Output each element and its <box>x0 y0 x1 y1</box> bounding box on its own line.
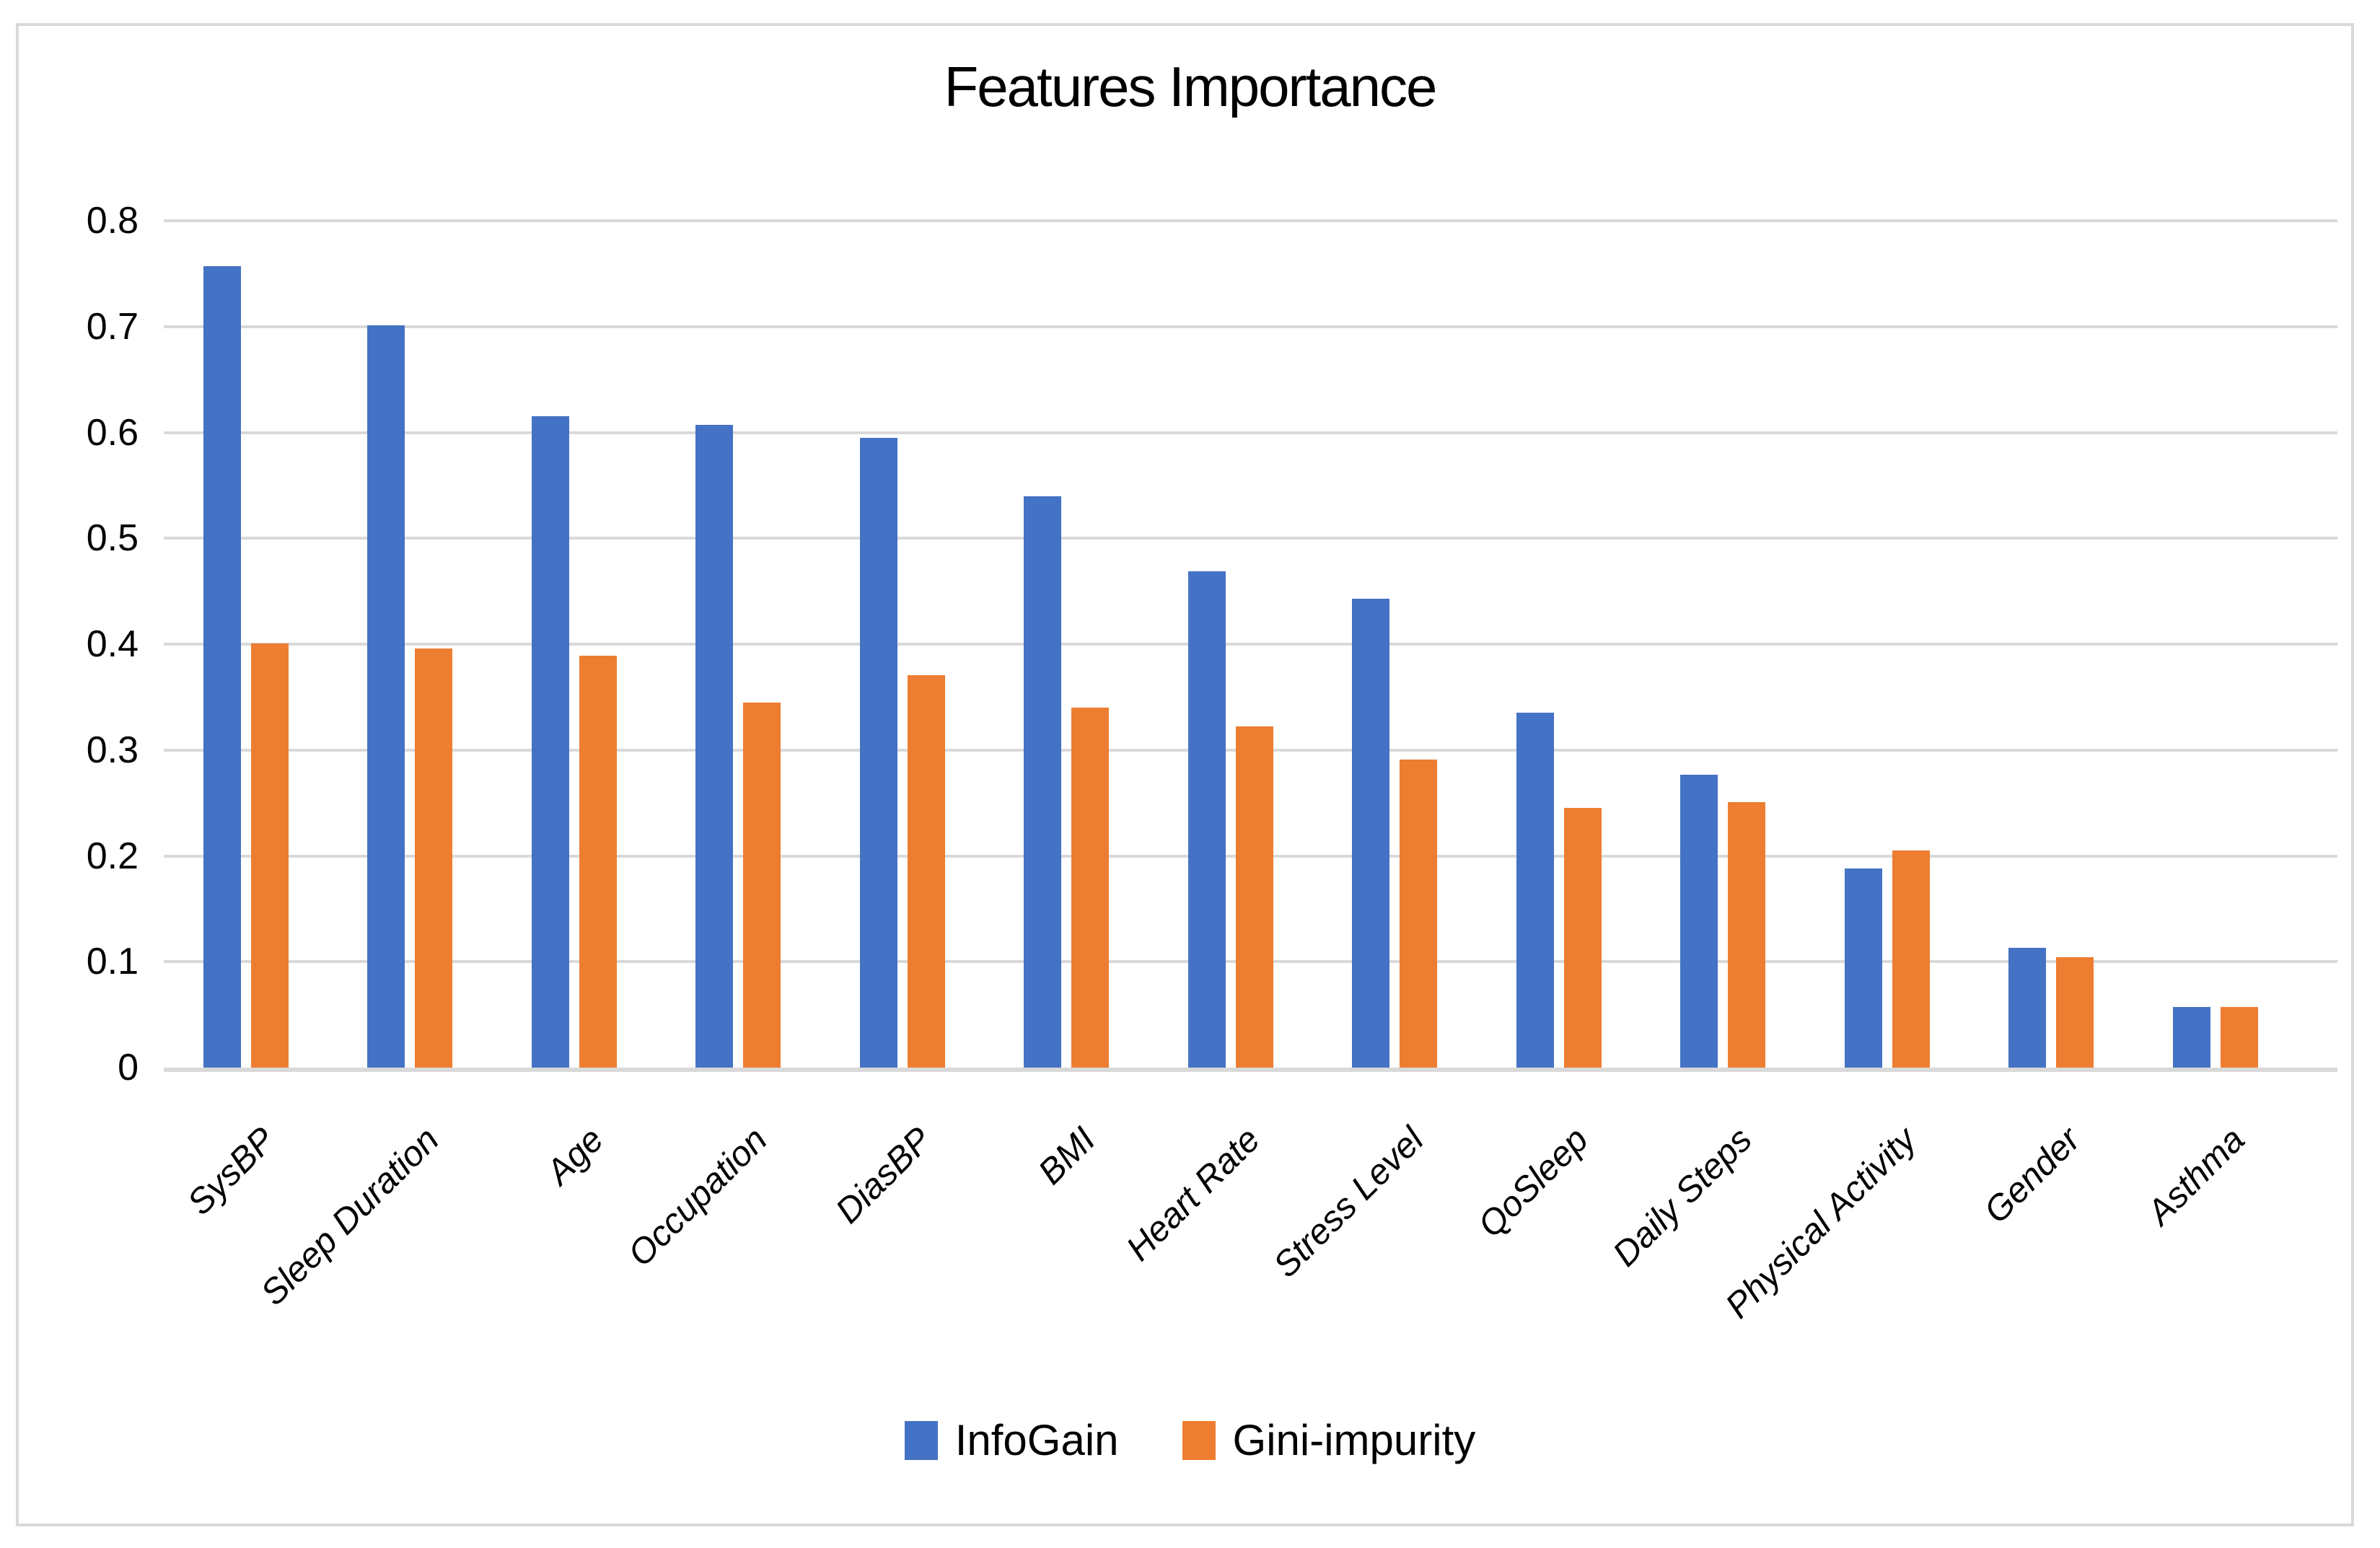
gridline <box>164 431 2337 434</box>
legend-swatch-infogain <box>904 1420 938 1460</box>
x-axis-line <box>164 1068 2337 1072</box>
bar-infogain-physical-activity <box>1844 868 1882 1068</box>
bar-gini-impurity-heart-rate <box>1235 726 1273 1068</box>
bar-infogain-qosleep <box>1516 713 1554 1068</box>
bar-gini-impurity-gender <box>2056 957 2094 1068</box>
bar-gini-impurity-qosleep <box>1563 808 1602 1068</box>
gridline <box>164 219 2337 222</box>
bar-infogain-occupation <box>695 425 734 1068</box>
legend-item-gini-impurity: Gini-impurity <box>1182 1415 1476 1465</box>
bar-infogain-age <box>531 416 569 1068</box>
bar-gini-impurity-bmi <box>1071 708 1110 1068</box>
y-axis-tick-label: 0 <box>118 1047 139 1089</box>
gridline <box>164 643 2337 646</box>
bar-gini-impurity-daily-steps <box>1728 802 1766 1068</box>
gridline <box>164 537 2337 540</box>
legend-item-infogain: InfoGain <box>904 1415 1119 1465</box>
bar-gini-impurity-age <box>579 656 617 1068</box>
bar-infogain-gender <box>2008 948 2047 1068</box>
bar-gini-impurity-sysbp <box>250 643 289 1068</box>
legend-swatch-gini-impurity <box>1182 1420 1216 1460</box>
y-axis-tick-label: 0.4 <box>86 623 139 665</box>
bar-gini-impurity-physical-activity <box>1892 850 1930 1068</box>
bar-infogain-asthma <box>2172 1007 2210 1068</box>
bar-gini-impurity-occupation <box>743 703 781 1068</box>
y-axis-tick-label: 0.6 <box>86 411 139 454</box>
gridline <box>164 325 2337 328</box>
legend-label-gini-impurity: Gini-impurity <box>1232 1416 1476 1464</box>
bar-infogain-sleep-duration <box>367 325 405 1068</box>
y-axis-tick-label: 0.3 <box>86 729 139 771</box>
y-axis-tick-label: 0.7 <box>86 305 139 348</box>
legend: InfoGain Gini-impurity <box>0 1415 2380 1465</box>
legend-label-infogain: InfoGain <box>954 1416 1119 1464</box>
bar-gini-impurity-asthma <box>2220 1007 2258 1068</box>
bar-infogain-daily-steps <box>1680 775 1718 1068</box>
bar-gini-impurity-sleep-duration <box>415 648 453 1068</box>
y-axis-tick-label: 0.1 <box>86 941 139 983</box>
bar-infogain-stress-level <box>1352 599 1390 1068</box>
chart-title: Features Importance <box>944 55 1438 118</box>
bar-infogain-heart-rate <box>1187 571 1226 1068</box>
bar-infogain-sysbp <box>203 266 241 1068</box>
chart-border <box>16 23 2354 1526</box>
bar-infogain-diasbp <box>859 438 897 1068</box>
y-axis-tick-label: 0.5 <box>86 517 139 560</box>
bar-gini-impurity-stress-level <box>1400 760 1438 1068</box>
bar-gini-impurity-diasbp <box>907 675 945 1068</box>
y-axis-tick-label: 0.2 <box>86 835 139 877</box>
bar-infogain-bmi <box>1024 496 1062 1068</box>
y-axis-tick-label: 0.8 <box>86 200 139 242</box>
